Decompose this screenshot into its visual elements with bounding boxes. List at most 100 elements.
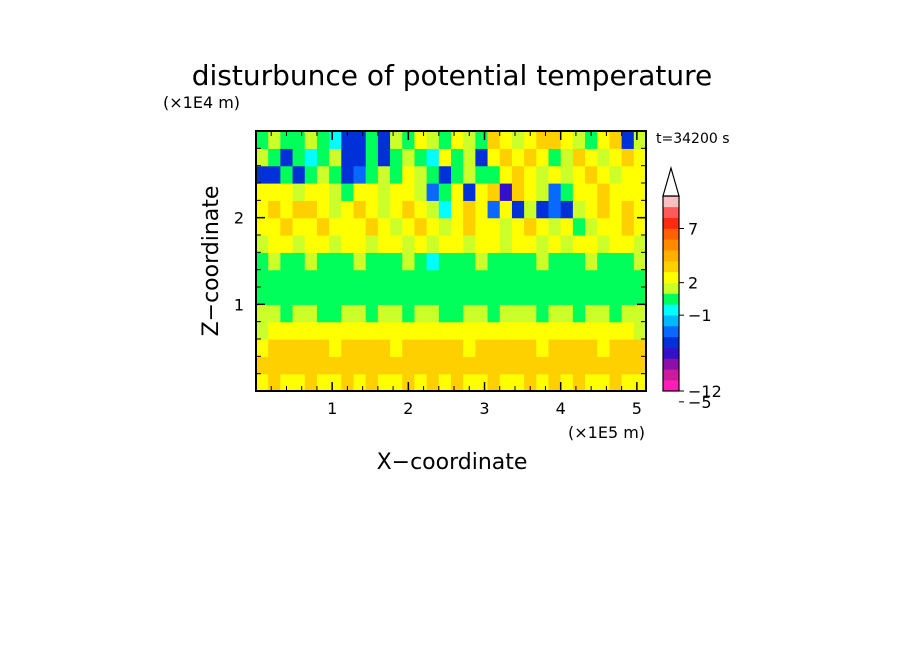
heatmap-cell — [341, 148, 355, 167]
heatmap-cell — [597, 183, 611, 201]
heatmap-cell — [377, 217, 391, 236]
heatmap-cell — [585, 339, 598, 357]
heatmap-cell — [341, 217, 355, 236]
heatmap-cell — [633, 373, 647, 392]
heatmap-cell — [329, 287, 342, 305]
heatmap-cell — [585, 131, 598, 149]
heatmap-cell — [292, 165, 306, 184]
heatmap-cell — [292, 217, 306, 236]
heatmap-cell — [585, 148, 598, 167]
heatmap-cell — [316, 339, 330, 357]
heatmap-cell — [353, 373, 367, 392]
y-axis-ticks: 12 — [234, 147, 646, 375]
heatmap-cell — [633, 183, 647, 201]
heatmap-cell — [268, 356, 281, 375]
heatmap-cell — [292, 148, 306, 167]
heatmap-cell — [499, 252, 513, 271]
heatmap-cell — [451, 148, 464, 167]
heatmap-cell — [597, 356, 611, 375]
heatmap-cell — [499, 339, 513, 357]
time-label: t=34200 s — [656, 131, 730, 147]
heatmap-cell — [633, 131, 647, 149]
heatmap-cell — [268, 287, 281, 305]
heatmap-cell — [499, 217, 513, 236]
heatmap-cell — [548, 200, 562, 219]
heatmap-cell — [511, 217, 525, 236]
colorbar-tick-label: −5 — [688, 393, 712, 412]
heatmap-cell — [487, 183, 501, 201]
heatmap-cell — [304, 321, 318, 340]
heatmap-cell — [560, 252, 574, 271]
heatmap-cell — [438, 356, 452, 375]
heatmap-cell — [499, 304, 513, 323]
heatmap-cell — [621, 217, 635, 236]
heatmap-cell — [426, 287, 440, 305]
heatmap-cell — [414, 252, 428, 271]
heatmap-cell — [499, 200, 513, 219]
heatmap-cell — [621, 148, 635, 167]
heatmap-cell — [402, 217, 416, 236]
heatmap-cell — [548, 339, 562, 357]
heatmap-cell — [572, 252, 586, 271]
heatmap-cell — [256, 165, 269, 184]
heatmap-cell — [280, 252, 294, 271]
heatmap-cell — [597, 339, 611, 357]
heatmap-cell — [536, 252, 550, 271]
heatmap-cell — [621, 200, 635, 219]
heatmap-cell — [414, 339, 428, 357]
heatmap-cell — [451, 183, 464, 201]
heatmap-cell — [499, 148, 513, 167]
heatmap-cell — [438, 165, 452, 184]
heatmap-cell — [365, 183, 379, 201]
heatmap-cell — [499, 235, 513, 253]
heatmap-cell — [524, 217, 537, 236]
heatmap-cell — [511, 356, 525, 375]
heatmap-cell — [280, 287, 294, 305]
colorbar-segment — [663, 282, 679, 294]
heatmap-cell — [475, 252, 489, 271]
heatmap-cell — [316, 287, 330, 305]
heatmap-cell — [256, 269, 269, 288]
heatmap-cell — [329, 165, 342, 184]
colorbar-segment — [663, 336, 679, 348]
heatmap-cell — [499, 287, 513, 305]
heatmap-cell — [329, 373, 342, 392]
heatmap-cell — [353, 252, 367, 271]
x-tick-label: 5 — [632, 399, 642, 418]
heatmap-cell — [438, 269, 452, 288]
heatmap-cell — [463, 339, 476, 357]
heatmap-cell — [511, 252, 525, 271]
heatmap-cell — [438, 252, 452, 271]
heatmap-cell — [426, 321, 440, 340]
heatmap-cell — [365, 356, 379, 375]
heatmap-cell — [633, 304, 647, 323]
heatmap-cell — [511, 304, 525, 323]
colorbar-segment — [663, 250, 679, 262]
heatmap-cell — [609, 287, 623, 305]
heatmap-cell — [548, 183, 562, 201]
heatmap-cell — [353, 183, 367, 201]
heatmap-cell — [499, 356, 513, 375]
heatmap-cell — [560, 235, 574, 253]
heatmap-cell — [256, 217, 269, 236]
heatmap-cell — [572, 235, 586, 253]
heatmap-cell — [292, 252, 306, 271]
heatmap-cell — [597, 200, 611, 219]
heatmap-cell — [511, 235, 525, 253]
heatmap-cell — [560, 148, 574, 167]
heatmap-cell — [280, 235, 294, 253]
heatmap-cell — [292, 373, 306, 392]
heatmap-cell — [402, 304, 416, 323]
heatmap-cell — [390, 183, 403, 201]
heatmap-cell — [365, 148, 379, 167]
heatmap-cell — [633, 165, 647, 184]
heatmap-cell — [572, 165, 586, 184]
heatmap-cell — [548, 165, 562, 184]
heatmap-cell — [329, 252, 342, 271]
heatmap-cell — [329, 269, 342, 288]
heatmap-cell — [316, 269, 330, 288]
heatmap-cell — [572, 200, 586, 219]
heatmap-cell — [414, 269, 428, 288]
heatmap-cell — [621, 235, 635, 253]
heatmap-cell — [414, 217, 428, 236]
